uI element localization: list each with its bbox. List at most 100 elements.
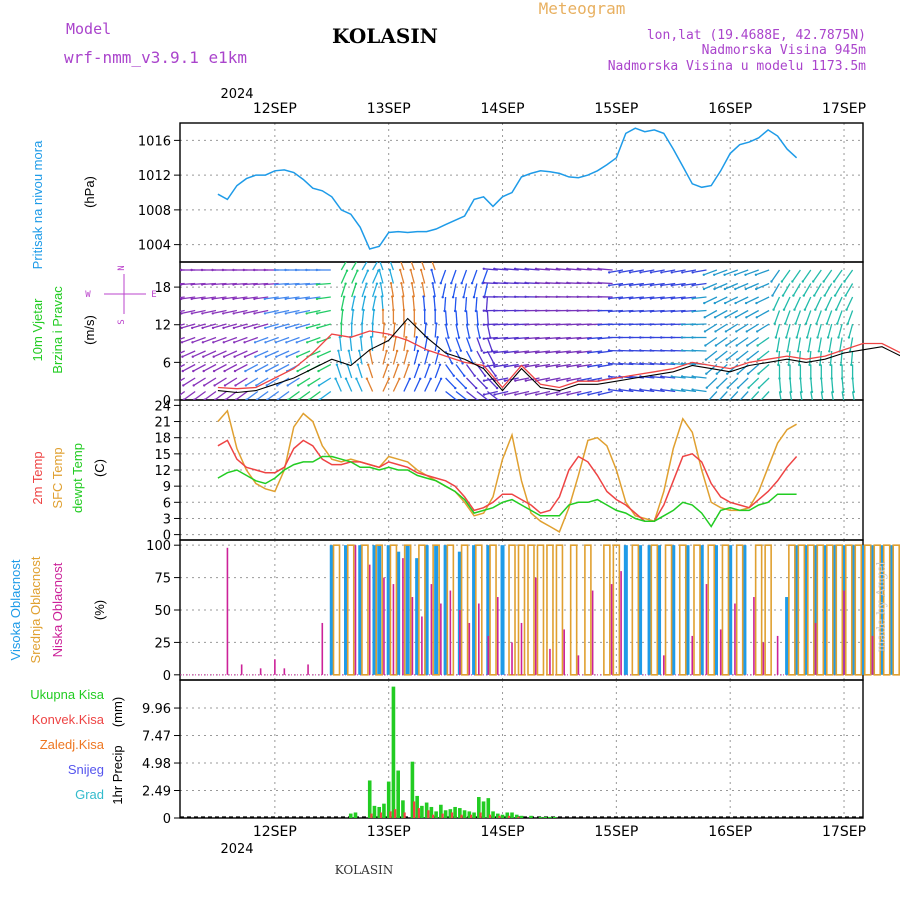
cloud-bar-low bbox=[534, 577, 537, 675]
precip-bar-total bbox=[372, 805, 377, 818]
cloud-bar-low bbox=[368, 564, 371, 675]
cloud-bar-mid bbox=[854, 544, 863, 676]
coordinates: lon,lat (19.4688E, 42.7875N) bbox=[647, 28, 866, 43]
cloud-bar-low bbox=[487, 635, 490, 675]
cloud-bar-low bbox=[354, 545, 357, 675]
cloud-bar-high bbox=[472, 545, 477, 675]
cloud-bar-mid bbox=[678, 544, 687, 676]
sfc-title: SFC Temp bbox=[50, 447, 65, 508]
precip-unit: (mm) bbox=[110, 697, 125, 727]
precip-bar-total bbox=[477, 797, 481, 818]
cloud-bar-low bbox=[591, 590, 594, 675]
precip-legend: Ukupna Kisa Konvek.Kisa Zaledj.Kisa Snij… bbox=[30, 687, 104, 802]
legend-hail: Grad bbox=[75, 787, 104, 802]
cloud-bar-high bbox=[823, 545, 828, 675]
model-label: Model bbox=[66, 20, 111, 38]
cloud-bar-low bbox=[421, 616, 423, 675]
cloud-bar-high bbox=[415, 558, 420, 675]
model-name: wrf-nmm_v3.9.1 e1km bbox=[64, 48, 247, 67]
y-tick-label: 6 bbox=[163, 496, 171, 511]
precip-bar-total bbox=[401, 800, 405, 818]
cloud-bar-high bbox=[386, 545, 391, 675]
y-tick-label: 50 bbox=[154, 604, 171, 619]
cloud-bar-high bbox=[329, 545, 334, 675]
y-tick-label: 0 bbox=[163, 669, 171, 684]
cloud-bar-low bbox=[843, 590, 845, 675]
cloud-bar-mid bbox=[693, 544, 701, 676]
legend-frozen: Zaledj.Kisa bbox=[40, 737, 105, 752]
y-tick-label: 12 bbox=[154, 464, 171, 479]
top-day-label: 17SEP bbox=[822, 101, 866, 117]
precip-bar-convective bbox=[370, 813, 373, 818]
y-tick-label: 1008 bbox=[138, 204, 171, 219]
precip-bar-total bbox=[377, 806, 382, 818]
precip-bar-convective bbox=[417, 808, 420, 818]
cloud-bar-high bbox=[728, 545, 733, 675]
cloud-bar-high bbox=[344, 545, 349, 675]
precip-bar-total bbox=[495, 813, 500, 818]
cloud-bar-high bbox=[742, 545, 747, 675]
precip-bar-total bbox=[462, 810, 467, 818]
top-day-label: 13SEP bbox=[367, 101, 411, 117]
cloud-bar-high bbox=[486, 545, 491, 675]
cloud-bar-mid bbox=[844, 544, 853, 676]
precip-bar-total bbox=[467, 811, 472, 818]
model-elevation: Nadmorska Visina u modelu 1173.5m bbox=[608, 59, 866, 74]
cloud-bar-high bbox=[671, 545, 676, 675]
wind-title-1: 10m Vjetar bbox=[30, 298, 45, 362]
cloud-bar-mid bbox=[807, 544, 815, 676]
elevation: Nadmorska Visina 945m bbox=[702, 43, 867, 58]
precip-bar-total bbox=[543, 816, 548, 818]
precip-bar-total bbox=[434, 811, 438, 818]
cloud-bar-mid bbox=[346, 544, 355, 676]
cloud-bar-low bbox=[449, 590, 452, 675]
temp2m-title: 2m Temp bbox=[30, 451, 45, 504]
precip-bar-total bbox=[391, 686, 396, 818]
precip-bar-total bbox=[424, 802, 429, 818]
precip-bar-convective bbox=[488, 814, 492, 818]
precip-bar-total bbox=[500, 814, 505, 818]
y-tick-label: 0 bbox=[163, 812, 171, 827]
cloud-bar-mid bbox=[375, 544, 384, 676]
cloud-bar-high bbox=[713, 545, 718, 675]
cloud-bar-high bbox=[358, 545, 363, 675]
meteogram-title: Meteogram bbox=[539, 0, 626, 18]
cloud-bar-high bbox=[879, 545, 884, 675]
panels: 1004100810121016061218036912151821240255… bbox=[138, 122, 900, 827]
precip-bar-total bbox=[386, 781, 391, 818]
precip-bar-total bbox=[505, 812, 510, 818]
legend-convective: Konvek.Kisa bbox=[32, 712, 105, 727]
y-tick-label: 3 bbox=[163, 512, 171, 527]
cloud-bar-mid bbox=[332, 544, 341, 676]
cloud-bar-low bbox=[496, 597, 499, 675]
cloud-bar-low bbox=[549, 648, 551, 675]
precip-bar-total bbox=[448, 809, 453, 818]
precip-bar-total bbox=[510, 812, 514, 818]
y-tick-label: 0 bbox=[163, 394, 171, 409]
cloud-bar-low bbox=[620, 571, 622, 675]
wind-key-north: N bbox=[117, 265, 127, 270]
cloud-bar-mid bbox=[664, 544, 673, 676]
cloud-bar-mid bbox=[882, 544, 891, 676]
cloud-bar-low bbox=[753, 597, 755, 675]
precip-bar-convective bbox=[517, 816, 520, 818]
cloud-bar-low bbox=[307, 664, 309, 675]
bottom-day-labels: 12SEP 13SEP 14SEP 15SEP 16SEP 17SEP bbox=[253, 824, 866, 840]
sfc-temp-line bbox=[217, 409, 797, 533]
cloud-bar-low bbox=[274, 659, 276, 675]
cloud-bar-high bbox=[377, 545, 382, 675]
bottom-day-label: 14SEP bbox=[481, 824, 525, 840]
top-year: 2024 bbox=[220, 87, 253, 102]
panel-0: 1004 1008 1012 1016 bbox=[138, 122, 864, 263]
cloud-bar-low bbox=[662, 655, 665, 675]
cloud-bar-low bbox=[240, 664, 243, 675]
cloud-bar-mid bbox=[764, 544, 772, 676]
bottom-year: 2024 bbox=[220, 842, 253, 857]
temp2m-line bbox=[217, 439, 798, 522]
y-tick-label: 1016 bbox=[138, 134, 171, 149]
cloud-bar-mid bbox=[754, 544, 763, 676]
cloud-bar-low bbox=[871, 635, 874, 675]
cloud-bar-mid bbox=[735, 544, 744, 676]
top-day-labels: 12SEP 13SEP 14SEP 15SEP 16SEP 17SEP bbox=[253, 101, 866, 117]
precip-bar-total bbox=[538, 816, 543, 818]
